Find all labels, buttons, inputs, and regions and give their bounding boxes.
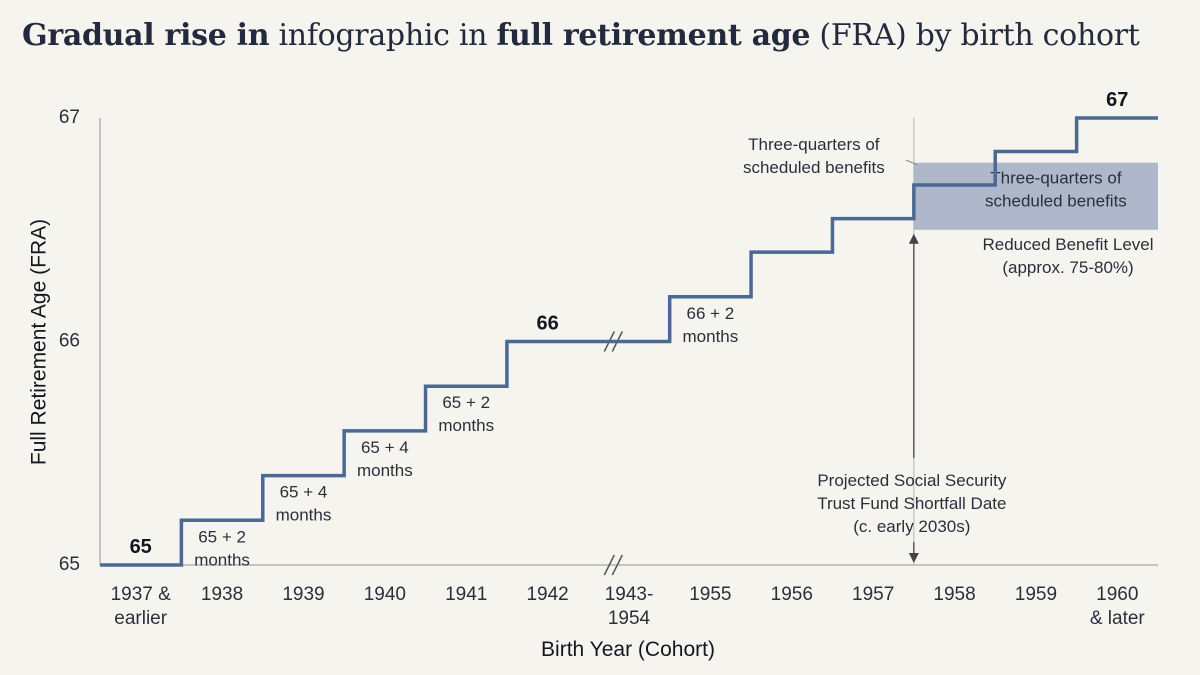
x-axis-title: Birth Year (Cohort) <box>541 638 715 661</box>
x-tick-label: 1954 <box>608 608 651 629</box>
shortfall-arrowhead-up <box>908 233 919 244</box>
fra-series-line <box>100 116 1158 567</box>
x-tick-label: 1960 <box>1096 584 1138 605</box>
x-tick-label: 1958 <box>933 584 975 605</box>
fra-series-layer <box>100 116 1158 567</box>
milestone-label: 67 <box>1106 89 1128 111</box>
title-part-3: full retirement age <box>496 18 811 53</box>
title-part-2: infographic in <box>269 18 497 53</box>
x-axis-break-mark <box>611 554 623 576</box>
step-label: months <box>194 550 250 569</box>
step-labels-layer: 65 + 2 months 65 + 4 months 65 + 4 months 65 +… <box>130 89 1129 569</box>
title-part-1: Gradual rise in <box>22 18 270 53</box>
shortfall-label: Trust Fund Shortfall Date <box>817 494 1006 513</box>
milestone-label: 65 <box>130 536 152 558</box>
step-label: months <box>276 506 332 525</box>
step-label: 66 + 2 <box>687 304 735 323</box>
shortfall-label: Projected Social Security <box>817 471 1006 490</box>
x-tick-label: & later <box>1090 608 1146 629</box>
title-part-4: (FRA) by birth cohort <box>810 18 1140 53</box>
reduced-level-label: Reduced Benefit Level <box>982 235 1153 254</box>
callout-label: scheduled benefits <box>743 158 885 177</box>
x-tick-label: 1938 <box>201 584 243 605</box>
step-label: 65 + 2 <box>442 393 490 412</box>
band-label: scheduled benefits <box>985 192 1127 211</box>
reduced-level-label: (approx. 75-80%) <box>1002 258 1133 277</box>
y-tick-label: 66 <box>59 331 80 352</box>
shortfall-label: (c. early 2030s) <box>853 517 970 536</box>
step-label: months <box>683 327 739 346</box>
step-label: 65 + 4 <box>361 438 409 457</box>
callout-label: Three-quarters of <box>748 135 880 154</box>
x-tick-label: earlier <box>114 608 167 629</box>
x-tick-label: 1942 <box>526 584 568 605</box>
band-label: Three-quarters of <box>990 169 1122 188</box>
milestone-label: 66 <box>536 313 558 335</box>
x-axis-break-mark <box>603 554 615 576</box>
x-tick-label: 1957 <box>852 584 894 605</box>
x-tick-label: 1959 <box>1015 584 1057 605</box>
x-tick-label: 1943- <box>605 584 654 605</box>
step-label: 65 + 2 <box>198 527 246 546</box>
x-tick-label: 1941 <box>445 584 487 605</box>
tick-labels-layer: 65 66 67 1937 & earlier 1938 1939 1940 1941 1942 1… <box>59 107 1146 629</box>
x-tick-label: 1955 <box>689 584 731 605</box>
annotations-layer: Three-quarters of scheduled benefits Reduc… <box>743 135 1154 563</box>
x-tick-label: 1937 & <box>111 584 172 605</box>
step-label: 65 + 4 <box>280 483 328 502</box>
y-tick-label: 65 <box>59 554 80 575</box>
chart-title: Gradual rise in infographic in full reti… <box>22 18 1140 53</box>
x-tick-label: 1940 <box>364 584 406 605</box>
y-tick-label: 67 <box>59 107 80 128</box>
x-tick-label: 1939 <box>282 584 324 605</box>
callout-leader-line <box>905 159 918 166</box>
shortfall-arrowhead-down <box>908 553 919 563</box>
y-axis-title: Full Retirement Age (FRA) <box>28 219 51 465</box>
step-label: months <box>438 416 494 435</box>
step-label: months <box>357 461 413 480</box>
x-tick-label: 1956 <box>771 584 813 605</box>
reduced-benefit-band <box>913 162 1158 230</box>
reduced-benefit-band-layer: Three-quarters of scheduled benefits <box>913 162 1158 230</box>
